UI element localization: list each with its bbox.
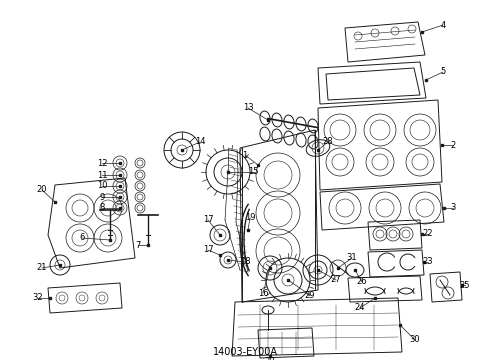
Text: 21: 21	[37, 264, 47, 273]
Text: 6: 6	[79, 234, 85, 243]
Text: 16: 16	[258, 288, 269, 297]
Text: 17: 17	[203, 246, 213, 255]
Text: 14003-EY00A: 14003-EY00A	[213, 347, 277, 357]
Text: 23: 23	[423, 257, 433, 266]
Text: 20: 20	[37, 185, 47, 194]
Text: 25: 25	[460, 280, 470, 289]
Text: 22: 22	[423, 230, 433, 238]
Text: 19: 19	[245, 213, 255, 222]
Text: 32: 32	[33, 293, 43, 302]
Text: 12: 12	[97, 158, 107, 167]
Text: 17: 17	[203, 216, 213, 225]
Text: 15: 15	[248, 167, 258, 176]
Text: 3: 3	[450, 203, 456, 212]
Text: 7: 7	[135, 240, 141, 249]
Text: 13: 13	[243, 104, 253, 112]
Text: 30: 30	[410, 336, 420, 345]
Text: 5: 5	[441, 68, 445, 77]
Text: 8: 8	[99, 203, 105, 212]
Text: 29: 29	[305, 291, 315, 300]
Text: 14: 14	[195, 138, 205, 147]
Text: 31: 31	[347, 253, 357, 262]
Text: 27: 27	[331, 275, 342, 284]
Text: 33: 33	[265, 357, 275, 360]
Text: 9: 9	[99, 193, 105, 202]
Text: 26: 26	[357, 278, 368, 287]
Text: 28: 28	[323, 138, 333, 147]
Text: 4: 4	[441, 21, 445, 30]
Text: 1: 1	[243, 150, 247, 159]
Text: 2: 2	[450, 140, 456, 149]
Text: 10: 10	[97, 181, 107, 190]
Text: 18: 18	[240, 257, 250, 266]
Text: 24: 24	[355, 303, 365, 312]
Text: 11: 11	[97, 171, 107, 180]
